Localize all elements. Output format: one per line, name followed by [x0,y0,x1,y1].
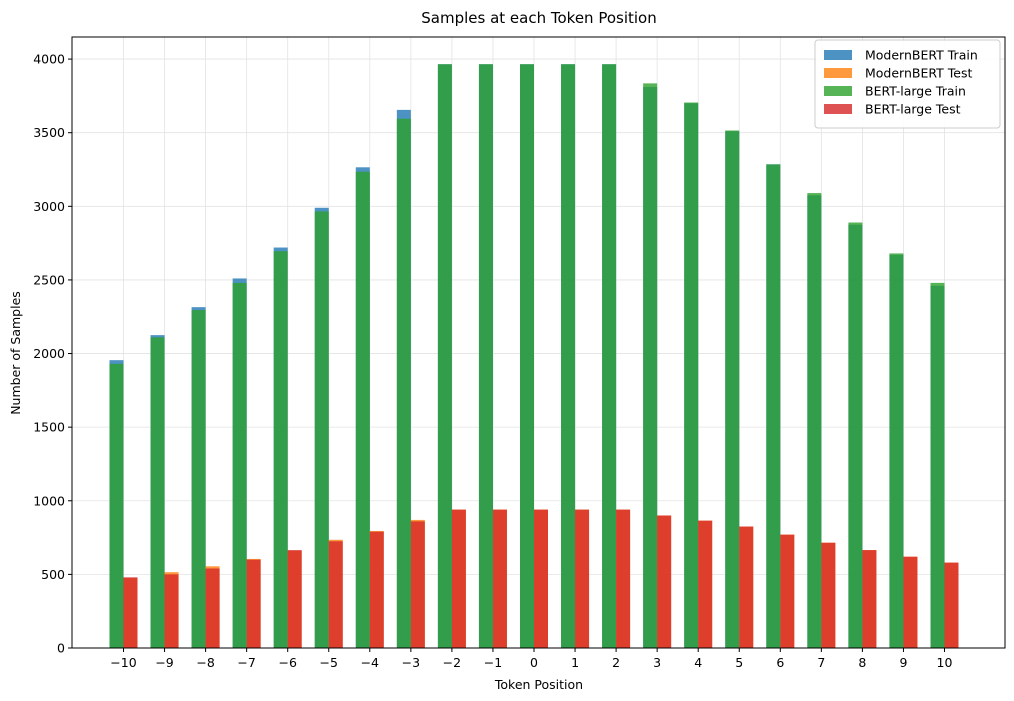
x-tick-label: −7 [237,655,255,670]
x-tick-label: −9 [155,655,173,670]
x-tick-label: 4 [694,655,702,670]
x-tick-label: 3 [653,655,661,670]
bar-bert-large-test-3 [246,559,261,648]
bar-bert-large-train-5 [314,211,329,649]
bar-bert-large-train-10 [520,64,534,648]
bar-bert-large-test-0 [123,577,138,648]
bar-bert-large-train-2 [191,310,206,648]
bar-bert-large-test-13 [657,515,672,648]
legend-label: BERT-large Test [865,102,961,117]
bar-bert-large-test-7 [410,521,425,648]
bar-bert-large-train-12 [602,64,617,648]
bars [109,64,959,649]
bar-bert-large-train-6 [355,171,370,648]
bar-bert-large-train-7 [396,118,411,649]
y-tick-label: 3000 [33,199,65,214]
legend-swatch [824,50,852,60]
x-tick-label: 5 [735,655,743,670]
bar-bert-large-test-17 [821,542,836,648]
x-tick-label: 10 [937,655,953,670]
y-tick-label: 3500 [33,125,65,140]
bar-bert-large-train-1 [150,337,165,648]
x-tick-label: 7 [817,655,825,670]
bar-bert-large-train-16 [766,164,781,648]
bar-bert-large-test-2 [205,568,220,648]
legend-label: BERT-large Train [865,84,966,99]
bar-bert-large-train-13 [643,83,658,649]
plot-frame [71,36,1006,649]
y-axis-label: Number of Samples [8,291,23,415]
bar-bert-large-test-5 [328,541,343,648]
bar-bert-large-train-3 [232,282,247,648]
bar-bert-large-test-1 [164,574,179,648]
x-tick-label: 1 [571,655,579,670]
bar-bert-large-test-4 [287,550,302,648]
bar-bert-large-test-6 [369,531,384,648]
bar-bert-large-test-8 [451,509,466,648]
x-tick-label: −2 [443,655,461,670]
y-tick-label: 1500 [33,420,65,435]
legend-swatch [824,104,852,114]
bar-bert-large-test-10 [534,509,548,648]
bar-bert-large-test-9 [492,509,507,648]
y-tick-label: 1000 [33,493,65,508]
bar-bert-large-test-11 [575,509,590,648]
legend-label: ModernBERT Test [865,66,972,81]
bar-bert-large-train-0 [109,363,124,648]
legend-swatch [824,86,852,96]
y-tick-label: 2500 [33,272,65,287]
bar-bert-large-train-8 [437,64,452,648]
x-tick-label: −1 [484,655,502,670]
bar-bert-large-test-15 [739,526,754,648]
chart-title: Samples at each Token Position [421,9,656,27]
x-tick-label: −5 [320,655,338,670]
x-tick-label: 2 [612,655,620,670]
bar-bert-large-train-18 [848,222,863,649]
bar-bert-large-test-18 [862,550,877,648]
legend: ModernBERT Train ModernBERT Test BERT-larg… [814,39,1001,129]
x-axis-label: Token Position [494,677,583,692]
bar-bert-large-train-14 [684,102,699,649]
x-tick-label: 9 [899,655,907,670]
x-tick-label: −6 [278,655,296,670]
x-tick-label: −10 [110,655,136,670]
y-tick-label: 2000 [33,346,65,361]
y-tick-label: 0 [57,641,65,656]
bar-bert-large-train-15 [725,130,740,648]
legend-label: ModernBERT Train [865,48,978,63]
bar-bert-large-train-19 [889,253,904,648]
bar-bert-large-test-20 [944,562,959,648]
x-tick-label: −3 [402,655,420,670]
bar-bert-large-test-19 [903,556,918,648]
bar-bert-large-train-11 [561,64,576,648]
bar-bert-large-train-17 [807,193,822,648]
bar-bert-large-test-16 [780,534,795,648]
x-tick-label: 6 [776,655,784,670]
legend-swatch [824,68,852,78]
bar-bert-large-train-4 [273,251,288,648]
bar-bert-large-train-9 [478,64,493,648]
bar-bert-large-train-20 [930,282,945,648]
x-tick-label: −4 [361,655,379,670]
y-tick-label: 500 [41,567,65,582]
bar-bert-large-test-12 [616,509,631,648]
bar-bert-large-test-14 [698,520,713,648]
y-tick-label: 4000 [33,52,65,67]
x-tick-label: 8 [858,655,866,670]
legend-box [814,39,1001,129]
x-tick-label: −8 [196,655,214,670]
x-tick-label: 0 [530,655,538,670]
